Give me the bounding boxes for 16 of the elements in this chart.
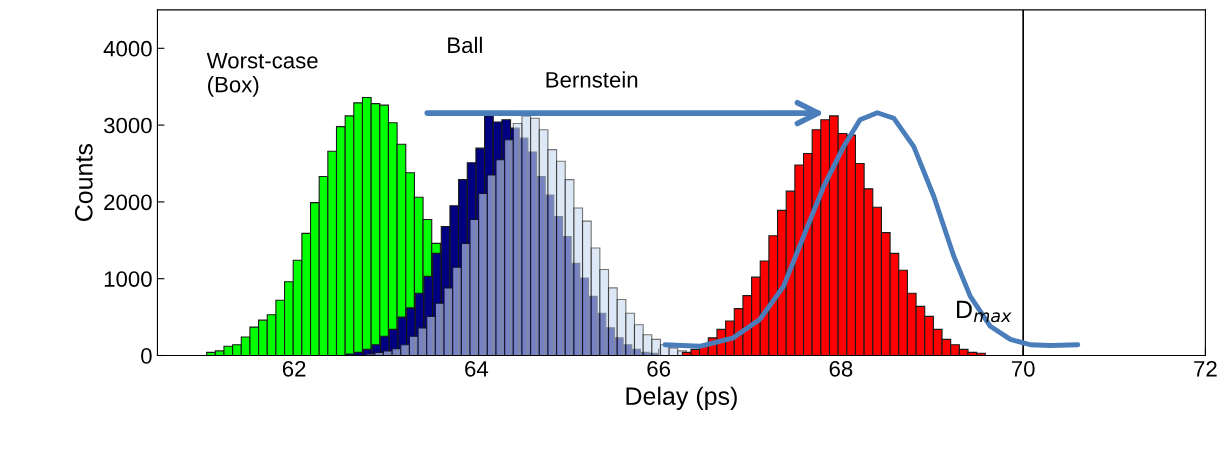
y-tick-label: 0 xyxy=(141,348,152,364)
x-tick-label: 72 xyxy=(1194,360,1217,377)
x-tick-label: 68 xyxy=(829,360,853,377)
x-tick-label: 70 xyxy=(1011,360,1035,377)
x-tick-label: 66 xyxy=(647,360,671,377)
series-label: Worst-case (Box) xyxy=(206,52,318,97)
series-label: Bernstein xyxy=(546,71,638,88)
y-tick-label: 3000 xyxy=(104,117,152,134)
x-axis-title: Delay (ps) xyxy=(626,386,737,410)
y-tick-label: 1000 xyxy=(104,271,152,287)
text: Ball xyxy=(448,36,482,54)
y-axis-title: Counts xyxy=(74,143,93,222)
y-tick-label: 2000 xyxy=(104,194,152,211)
x-tick-label: 64 xyxy=(465,360,489,377)
x-tick-label: 62 xyxy=(282,360,306,377)
y-tick-label: 4000 xyxy=(103,40,152,57)
